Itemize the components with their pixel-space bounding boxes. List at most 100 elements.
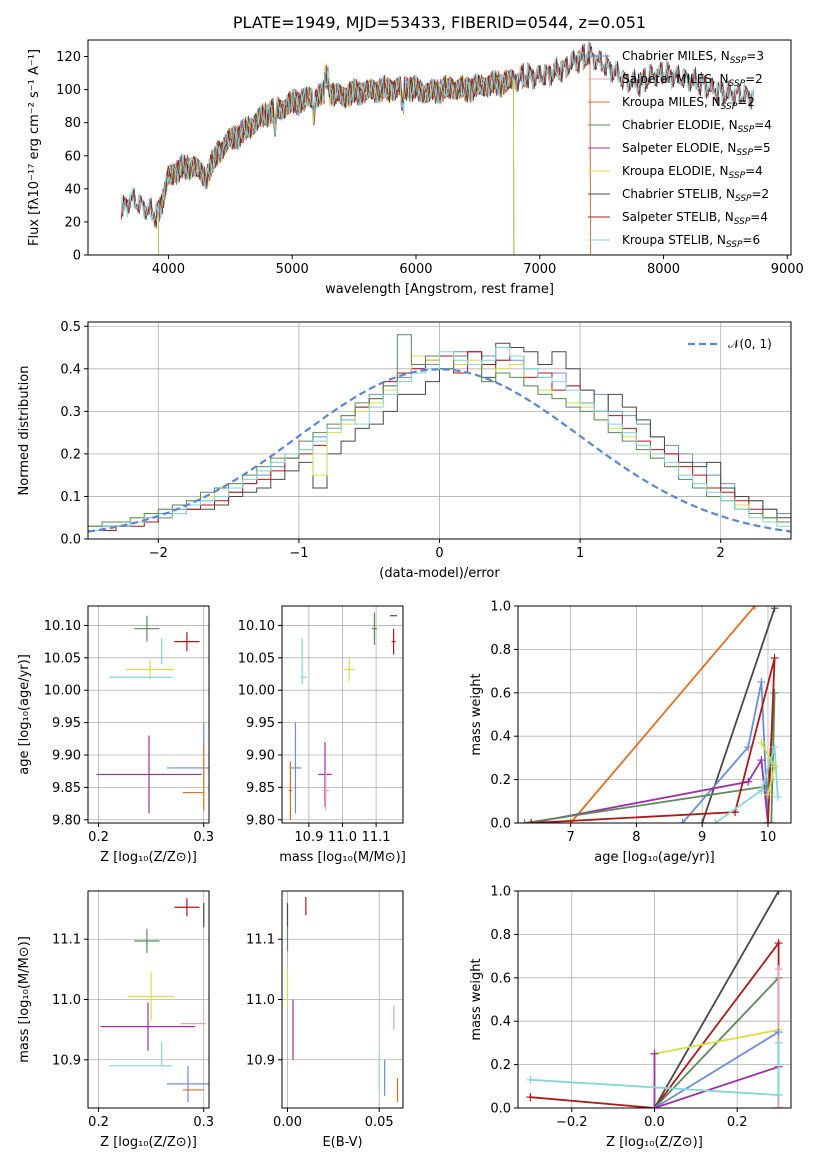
mass_vs_Z-panel: 0.2 0.3 10.9 11.0 11.1 Z [log₁₀(Z/Z⊙)] mass [l…: [17, 890, 214, 1150]
legend-label: Salpeter ELODIE, NSSP=5: [622, 141, 771, 158]
x-tick-label: 9: [698, 830, 706, 845]
x-axis-label: age [log₁₀(age/yr)]: [594, 850, 715, 865]
mass_vs_Z-plot-area: [88, 891, 209, 1108]
weight-marker: [678, 819, 687, 823]
y-tick-label: 11.0: [246, 993, 275, 1008]
y-tick-label: 0.2: [60, 447, 81, 462]
x-axis-label: (data-model)/error: [379, 566, 500, 581]
y-tick-label: 11.1: [52, 933, 81, 948]
weight-marker: [526, 1075, 535, 1084]
x-tick-label: 7: [566, 830, 574, 845]
weight-marker: [757, 738, 766, 747]
y-axis-label: Normed distribution: [17, 366, 32, 496]
x-tick-label: 4000: [152, 262, 185, 277]
y-axis-label: mass weight: [469, 673, 484, 755]
legend-label: Kroupa MILES, NSSP=2: [622, 95, 755, 112]
age_vs_Z-panel: 0.2 0.3 9.80 9.85 9.90 9.95 10.00 10.05 10.10 Z […: [17, 605, 214, 865]
axes-frame: [87, 605, 210, 824]
x-tick-label: 11.1: [362, 830, 391, 845]
weight-line: [531, 657, 776, 823]
x-tick-label: −0.2: [556, 1115, 588, 1130]
weight-marker: [767, 819, 776, 823]
y-tick-label: 0.8: [490, 643, 511, 658]
x-tick-label: 10.9: [294, 830, 323, 845]
x-tick-label: 0.2: [88, 830, 109, 845]
weight-marker: [763, 819, 772, 823]
y-tick-label: 0.5: [60, 320, 81, 335]
x-tick-label: 2: [717, 546, 725, 561]
weight-line: [569, 606, 756, 823]
y-tick-label: 0.0: [490, 817, 511, 832]
y-tick-label: 0.3: [60, 405, 81, 420]
legend-label: Chabrier ELODIE, NSSP=4: [622, 118, 772, 135]
y-tick-label: 10.9: [52, 1053, 81, 1068]
weight-marker: [770, 606, 779, 613]
y-tick-label: 0.4: [60, 362, 81, 377]
y-tick-label: 0.1: [60, 490, 81, 505]
weight-marker: [520, 819, 529, 823]
ebv-plot-area: [282, 891, 403, 1108]
weight-line: [654, 1031, 780, 1108]
x-axis-label: Z [log₁₀(Z/Z⊙)]: [100, 850, 197, 865]
weight-marker: [527, 819, 536, 823]
y-axis-label: mass [log₁₀(M/M⊙)]: [17, 936, 32, 1063]
weight-marker: [763, 790, 772, 799]
x-tick-label: 0.3: [193, 1115, 214, 1130]
x-tick-label: 0.05: [365, 1115, 394, 1130]
y-tick-label: 0.4: [490, 730, 511, 745]
y-tick-label: 60: [64, 149, 81, 164]
y-tick-label: 80: [64, 116, 81, 131]
x-tick-label: 10: [760, 830, 777, 845]
spectrum-plot-area: [121, 41, 754, 255]
weight-marker: [774, 1038, 783, 1047]
x-tick-label: 0: [435, 546, 443, 561]
legend-label-normal: 𝒩(0, 1): [728, 337, 772, 351]
y-tick-label: 1.0: [490, 885, 511, 900]
y-axis-label: age [log₁₀(age/yr)]: [17, 654, 32, 775]
x-tick-label: −1: [289, 546, 308, 561]
age_vs_mass-plot-area: [282, 606, 403, 823]
y-tick-label: 10.10: [238, 619, 275, 634]
weight-marker: [774, 1028, 783, 1037]
x-tick-label: 8: [632, 830, 640, 845]
weight-marker: [770, 762, 779, 771]
x-axis-label: wavelength [Angstrom, rest frame]: [325, 282, 554, 297]
y-tick-label: 120: [56, 50, 81, 65]
x-tick-label: 9000: [771, 262, 804, 277]
weight_vs_Z-plot-area: [518, 891, 791, 1108]
y-axis-label: Flux [fλ10⁻¹⁷ erg cm⁻² s⁻¹ A⁻¹]: [27, 49, 42, 246]
weight-line: [653, 891, 780, 1108]
y-tick-label: 0.2: [490, 773, 511, 788]
y-tick-label: 9.80: [246, 813, 275, 828]
x-tick-label: 7000: [523, 262, 556, 277]
weight-marker: [526, 1093, 535, 1102]
spectrum-panel: 4000 5000 6000 7000 8000 9000 0 20 40 60 80 100 120 w…: [27, 13, 804, 297]
weight-marker: [744, 777, 753, 786]
y-tick-label: 1.0: [490, 600, 511, 615]
weight-marker: [773, 792, 782, 801]
weight-marker: [757, 786, 766, 795]
residuals-plot-area: [88, 322, 791, 539]
x-tick-label: 0.2: [727, 1115, 748, 1130]
x-tick-label: 11.0: [328, 830, 357, 845]
y-tick-label: 0.0: [490, 1102, 511, 1117]
weight-marker: [698, 819, 707, 823]
chart-title: PLATE=1949, MJD=53433, FIBERID=0544, z=0…: [233, 13, 646, 32]
y-tick-label: 0: [73, 249, 81, 264]
weight-marker: [757, 677, 766, 686]
spectrum-line: [158, 64, 515, 255]
y-axis-label: mass weight: [469, 958, 484, 1040]
x-tick-label: 0.3: [193, 830, 214, 845]
x-tick-label: 6000: [399, 262, 432, 277]
y-tick-label: 20: [64, 215, 81, 230]
x-tick-label: 8000: [647, 262, 680, 277]
weight-line: [681, 681, 769, 823]
age_vs_mass-panel: 10.9 11.0 11.1 9.80 9.85 9.90 9.95 10.00 10.05 10…: [238, 605, 406, 865]
legend-label: Chabrier MILES, NSSP=3: [622, 49, 764, 66]
weight_vs_age-panel: 7 8 9 10 0.0 0.2 0.4 0.6 0.8 1.0 age [log₁₀(age/yr…: [469, 600, 792, 865]
y-tick-label: 9.95: [52, 716, 81, 731]
spectrum-line: [121, 41, 754, 223]
y-tick-label: 0.0: [60, 533, 81, 548]
y-tick-label: 9.90: [52, 748, 81, 763]
y-tick-label: 0.4: [490, 1015, 511, 1030]
